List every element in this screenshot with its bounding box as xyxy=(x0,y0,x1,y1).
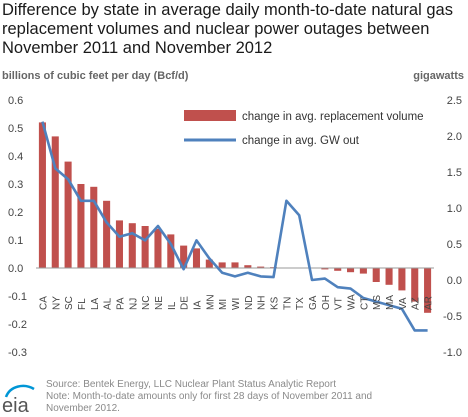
category-label: ND xyxy=(244,296,255,310)
right-tick-label: 1.0 xyxy=(447,203,462,215)
bar xyxy=(372,268,380,282)
left-tick-label: 0.6 xyxy=(8,95,23,107)
category-label: WA xyxy=(347,294,358,310)
category-label: LA xyxy=(90,297,101,310)
bar xyxy=(244,265,252,268)
category-label: MI xyxy=(218,299,229,310)
bar xyxy=(231,262,239,268)
bar xyxy=(38,122,46,269)
category-label: AR xyxy=(424,296,435,310)
bar xyxy=(359,268,367,274)
category-label: MA xyxy=(385,295,396,310)
category-label: NH xyxy=(257,296,268,310)
line-series xyxy=(41,121,428,332)
bar xyxy=(334,268,342,271)
category-label: TN xyxy=(282,297,293,310)
legend-bar-label: change in avg. replacement volume xyxy=(242,111,424,123)
bar xyxy=(321,268,329,270)
left-tick-label: -0.2 xyxy=(8,319,27,331)
category-label: CA xyxy=(38,296,49,310)
category-label: DE xyxy=(180,296,191,310)
bar xyxy=(347,268,355,273)
legend-line-label: change in avg. GW out xyxy=(242,135,360,147)
chart-title: Difference by state in average daily mon… xyxy=(2,1,453,57)
left-tick-label: 0.5 xyxy=(8,123,23,135)
category-label: WI xyxy=(231,298,242,310)
category-label: SC xyxy=(64,296,75,310)
right-tick-label: 2.0 xyxy=(447,131,462,143)
bar xyxy=(128,223,136,268)
left-tick-label: 0.4 xyxy=(8,151,23,163)
category-label: VA xyxy=(398,297,409,310)
left-axis-unit: billions of cubic feet per day (Bcf/d) xyxy=(2,70,189,82)
bar xyxy=(192,248,201,268)
eia-logo-arc xyxy=(4,384,35,398)
source-line: Source: Bentek Energy, LLC Nuclear Plant… xyxy=(46,379,336,390)
right-tick-label: 1.5 xyxy=(447,167,462,179)
category-label: NC xyxy=(141,296,152,310)
category-label: AZ xyxy=(411,297,422,310)
note-line-2: November 2012. xyxy=(46,403,120,414)
bar xyxy=(385,268,393,285)
category-label: MS xyxy=(372,295,383,310)
right-tick-label: 0.0 xyxy=(447,275,462,287)
category-label: IL xyxy=(167,301,178,310)
source-note: Source: Bentek Energy, LLC Nuclear Plant… xyxy=(46,379,372,415)
category-label: GA xyxy=(308,295,319,310)
note-line-1: Note: Month-to-date amounts only for fir… xyxy=(46,391,373,402)
bar xyxy=(218,262,226,268)
category-label: OH xyxy=(321,295,332,310)
bar xyxy=(77,184,85,268)
category-label: NJ xyxy=(128,298,139,310)
bar xyxy=(257,266,265,268)
right-tick-label: 2.5 xyxy=(447,95,462,107)
right-axis-unit: gigawatts xyxy=(413,70,464,82)
category-label: IA xyxy=(192,300,203,310)
bar xyxy=(167,234,175,268)
right-tick-label: -0.5 xyxy=(443,311,462,323)
category-label: AL xyxy=(103,297,114,310)
left-tick-label: -0.3 xyxy=(8,347,27,359)
legend-bar-swatch xyxy=(184,110,236,121)
eia-logo-text: eia xyxy=(2,395,30,415)
left-tick-label: 0.1 xyxy=(8,235,23,247)
bar xyxy=(51,136,59,268)
category-label: PA xyxy=(115,297,126,310)
category-label: KS xyxy=(270,296,281,310)
category-label: NY xyxy=(51,296,62,310)
category-label: TX xyxy=(295,297,306,310)
bar xyxy=(141,226,149,268)
bar xyxy=(115,220,123,268)
bar xyxy=(64,161,72,268)
right-tick-label: 0.5 xyxy=(447,239,462,251)
category-label: NE xyxy=(154,296,165,310)
left-tick-label: 0.0 xyxy=(8,263,23,275)
left-tick-label: 0.3 xyxy=(8,179,23,191)
category-label: VT xyxy=(334,297,345,310)
bar xyxy=(398,268,406,291)
left-tick-label: 0.2 xyxy=(8,207,23,219)
category-label: MN xyxy=(205,294,216,310)
eia-logo: eia xyxy=(2,384,35,415)
category-label: CT xyxy=(359,297,370,310)
bar xyxy=(103,200,111,268)
left-tick-label: -0.1 xyxy=(8,291,27,303)
bar xyxy=(180,245,188,268)
right-tick-label: -1.0 xyxy=(443,347,462,359)
bar xyxy=(205,259,213,268)
bar xyxy=(411,268,419,302)
bar xyxy=(154,228,162,268)
bar xyxy=(424,268,432,313)
category-label: FL xyxy=(77,298,88,310)
bar xyxy=(90,186,98,268)
